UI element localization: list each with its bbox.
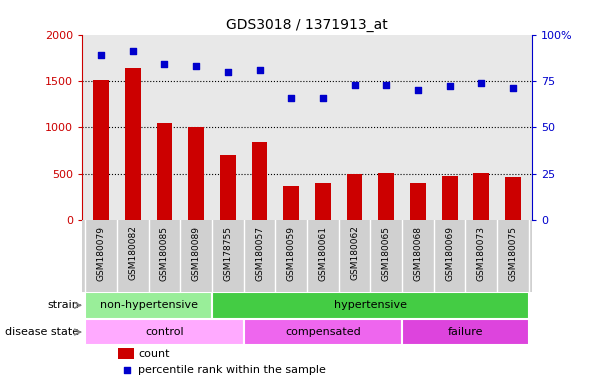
Bar bbox=[505, 177, 521, 220]
Text: GSM180065: GSM180065 bbox=[382, 226, 391, 281]
Text: GSM178755: GSM178755 bbox=[223, 226, 232, 281]
Text: GSM180085: GSM180085 bbox=[160, 226, 169, 281]
Bar bbox=[244, 319, 402, 346]
Text: hypertensive: hypertensive bbox=[334, 300, 407, 310]
Text: compensated: compensated bbox=[285, 327, 361, 337]
Bar bbox=[474, 172, 489, 220]
Bar bbox=[212, 292, 529, 319]
Text: GSM180059: GSM180059 bbox=[287, 226, 295, 281]
Bar bbox=[410, 183, 426, 220]
Point bbox=[477, 79, 486, 86]
Point bbox=[128, 48, 137, 54]
Text: GSM180089: GSM180089 bbox=[192, 226, 201, 281]
Point bbox=[286, 94, 296, 101]
Text: control: control bbox=[145, 327, 184, 337]
Text: GSM180082: GSM180082 bbox=[128, 226, 137, 280]
Point bbox=[192, 63, 201, 69]
Title: GDS3018 / 1371913_at: GDS3018 / 1371913_at bbox=[226, 18, 388, 32]
Point bbox=[96, 52, 106, 58]
Bar bbox=[85, 319, 244, 346]
Point bbox=[122, 366, 132, 372]
Bar bbox=[156, 122, 173, 220]
Point bbox=[413, 87, 423, 93]
Bar bbox=[118, 348, 134, 359]
Bar bbox=[378, 173, 394, 220]
Point bbox=[223, 69, 233, 75]
Text: failure: failure bbox=[447, 327, 483, 337]
Bar bbox=[125, 68, 140, 220]
Bar bbox=[93, 80, 109, 220]
Bar bbox=[402, 319, 529, 346]
Text: GSM180057: GSM180057 bbox=[255, 226, 264, 281]
Text: GSM180062: GSM180062 bbox=[350, 226, 359, 280]
Bar bbox=[347, 174, 362, 220]
Bar bbox=[188, 127, 204, 220]
Text: GSM180075: GSM180075 bbox=[508, 226, 517, 281]
Text: non-hypertensive: non-hypertensive bbox=[100, 300, 198, 310]
Point bbox=[445, 83, 455, 89]
Text: strain: strain bbox=[47, 300, 79, 310]
Point bbox=[381, 81, 391, 88]
Text: count: count bbox=[138, 349, 170, 359]
Point bbox=[350, 81, 359, 88]
Text: GSM180073: GSM180073 bbox=[477, 226, 486, 281]
Bar bbox=[315, 183, 331, 220]
Point bbox=[159, 61, 169, 67]
Point bbox=[255, 67, 264, 73]
Text: GSM180069: GSM180069 bbox=[445, 226, 454, 281]
Text: GSM180061: GSM180061 bbox=[319, 226, 327, 281]
Text: GSM180079: GSM180079 bbox=[97, 226, 106, 281]
Text: disease state: disease state bbox=[5, 327, 79, 337]
Text: GSM180068: GSM180068 bbox=[413, 226, 423, 281]
Bar bbox=[85, 292, 212, 319]
Point bbox=[508, 85, 518, 91]
Point bbox=[318, 94, 328, 101]
Text: percentile rank within the sample: percentile rank within the sample bbox=[138, 364, 326, 374]
Bar bbox=[220, 155, 236, 220]
Bar bbox=[441, 176, 458, 220]
Bar bbox=[283, 187, 299, 220]
Bar bbox=[252, 142, 268, 220]
